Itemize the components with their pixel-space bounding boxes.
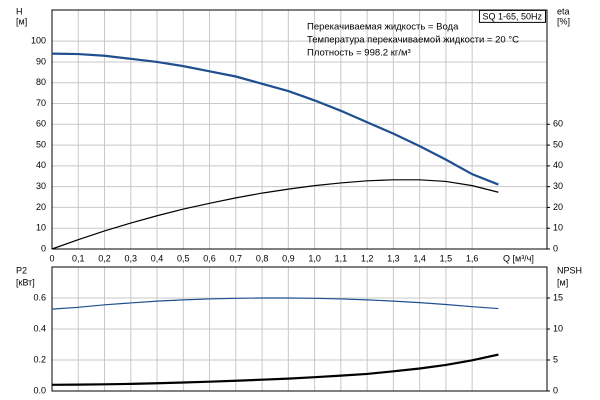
x-tick-label: 1,6	[466, 253, 479, 263]
y2-tick-label: 5	[553, 354, 558, 364]
y-tick-label: 80	[36, 77, 46, 87]
y-tick-label: 60	[36, 119, 46, 129]
x-tick-label: 1,5	[440, 253, 453, 263]
y-tick-label: 0	[41, 243, 46, 253]
y2-tick-label: 60	[553, 119, 563, 129]
x-tick-label: 0,7	[230, 253, 243, 263]
x-tick-label: 0,1	[72, 253, 85, 263]
y2-tick-label: 40	[553, 160, 563, 170]
x-tick-label: 1,2	[361, 253, 374, 263]
x-tick-label: 0,2	[98, 253, 111, 263]
y-tick-label: 0.0	[33, 385, 46, 395]
x-tick-label: 1,0	[308, 253, 321, 263]
series-line	[51, 297, 499, 310]
series-line	[51, 353, 499, 386]
series-line	[51, 52, 499, 186]
y2-tick-label: 0	[553, 385, 558, 395]
y-tick-label: 20	[36, 202, 46, 212]
y2-axis-label: NPSH	[557, 265, 582, 275]
y2-axis-unit: [м]	[557, 277, 568, 287]
y2-tick-label: 0	[553, 243, 558, 253]
y-tick-label: 90	[36, 56, 46, 66]
title-box	[478, 9, 546, 23]
y2-tick-label: 15	[553, 292, 563, 302]
y2-tick-label: 30	[553, 181, 563, 191]
annotation: Плотность = 998.2 кг/м³	[307, 48, 411, 59]
x-tick-label: 1,3	[387, 253, 400, 263]
y2-tick-label: 10	[553, 323, 563, 333]
y-tick-label: 0.6	[33, 292, 46, 302]
x-tick-label: 0,4	[151, 253, 164, 263]
y-axis-unit: [кВт]	[16, 277, 35, 287]
y-tick-label: 50	[36, 139, 46, 149]
x-tick-label: 0	[49, 253, 54, 263]
y-tick-label: 0.2	[33, 354, 46, 364]
x-axis-label: Q [м³/ч]	[503, 253, 534, 263]
y2-tick-label: 20	[553, 202, 563, 212]
x-tick-label: 1,4	[413, 253, 426, 263]
y-axis-unit: [м]	[16, 16, 27, 26]
x-tick-label: 0,8	[256, 253, 269, 263]
y-tick-label: 30	[36, 181, 46, 191]
x-tick-label: 0,5	[177, 253, 190, 263]
chart-title: SQ 1-65, 50Hz	[482, 11, 542, 21]
y-tick-label: 100	[31, 36, 46, 46]
y-tick-label: 70	[36, 98, 46, 108]
y2-tick-label: 50	[553, 139, 563, 149]
annotation: Перекачиваемая жидкость = Вода	[307, 22, 459, 33]
y-tick-label: 40	[36, 160, 46, 170]
y2-axis-unit: [%]	[557, 16, 570, 26]
y2-axis-label: eta	[557, 6, 570, 16]
plot-frame	[51, 9, 548, 250]
y-tick-label: 0.4	[33, 323, 46, 333]
x-tick-label: 1,1	[335, 253, 348, 263]
series-line	[51, 179, 499, 250]
x-tick-label: 0,9	[282, 253, 295, 263]
y-tick-label: 10	[36, 223, 46, 233]
y2-tick-label: 10	[553, 223, 563, 233]
y-axis-label: H	[16, 6, 23, 16]
annotation: Температура перекачиваемой жидкости = 20…	[307, 35, 519, 46]
y-axis-label: P2	[16, 265, 27, 275]
x-tick-label: 0,6	[203, 253, 216, 263]
x-tick-label: 0,3	[125, 253, 138, 263]
plot-frame	[51, 266, 548, 392]
